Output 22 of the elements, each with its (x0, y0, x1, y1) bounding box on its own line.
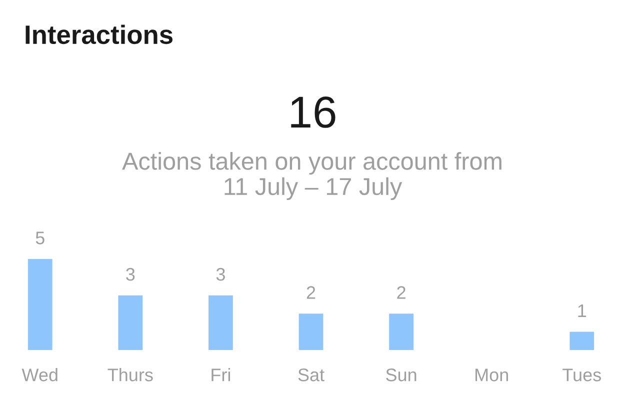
chart-title: Interactions (26, 24, 172, 44)
x-tick-label: Mon (476, 368, 508, 382)
bar (389, 314, 414, 350)
x-tick-label: Sat (298, 368, 324, 382)
data-label: 1 (578, 304, 586, 317)
text: 16 (291, 96, 336, 128)
data-label: 3 (126, 268, 135, 281)
x-tick-label: Tues (562, 368, 601, 382)
x-tick-label: Fri (212, 368, 230, 382)
x-tick-label: Sun (386, 368, 416, 382)
data-label: 3 (216, 268, 225, 281)
x-tick-label: Wed (22, 368, 58, 382)
data-label: 2 (397, 286, 406, 299)
bar (28, 259, 52, 350)
bar (208, 295, 233, 350)
x-tick-label: Thurs (108, 368, 153, 382)
data-label: 2 (306, 286, 316, 299)
text: Actions taken on your account from 11 July – 17 July (122, 152, 502, 200)
bar (570, 332, 594, 350)
bar (118, 295, 143, 350)
bar (298, 314, 324, 350)
data-label: 5 (36, 232, 44, 244)
